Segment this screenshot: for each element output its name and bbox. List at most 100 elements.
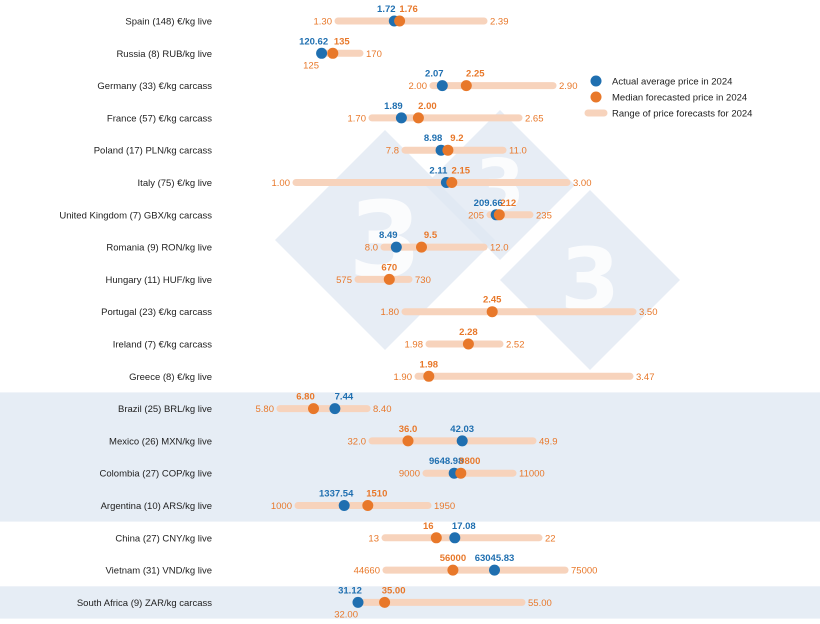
range-min-label: 1.00 (272, 178, 291, 189)
row-label: Romania (9) RON/kg live (106, 243, 212, 254)
median-value-label: 670 (381, 262, 397, 273)
row-label: France (57) €/kg carcass (107, 113, 212, 124)
median-dot (447, 564, 459, 576)
range-max-label: 11.0 (509, 146, 527, 157)
range-max-label: 2.52 (506, 340, 525, 351)
range-max-label: 1950 (434, 501, 455, 512)
range-max-label: 2.65 (525, 113, 544, 124)
row-label: Poland (17) PLN/kg carcass (94, 146, 213, 157)
median-dot (327, 47, 339, 59)
range-max-label: 11000 (519, 469, 545, 480)
actual-value-label: 63045.83 (475, 553, 515, 564)
median-value-label: 1.98 (420, 359, 439, 370)
range-max-label: 170 (366, 49, 382, 60)
median-value-label: 9800 (459, 456, 480, 467)
range-max-label: 22 (545, 533, 556, 544)
chart-row: United Kingdom (7) GBX/kg carcass 205 235 2… (59, 198, 551, 222)
median-dot (442, 144, 454, 156)
chart-row: Ireland (7) €/kg carcass 1.98 2.52 2.28 (113, 327, 525, 351)
range-min-label: 1000 (271, 501, 292, 512)
median-value-label: 56000 (440, 553, 466, 564)
range-min-label: 575 (336, 275, 352, 286)
watermark-diamond (500, 190, 680, 370)
median-value-label: 2.00 (418, 101, 437, 112)
range-min-label: 44660 (354, 566, 380, 577)
range-max-label: 235 (536, 210, 552, 221)
row-label: Italy (75) €/kg live (138, 178, 212, 189)
chart-row: France (57) €/kg carcass 1.70 2.65 1.89 2.00 (107, 101, 544, 125)
legend-range-label: Range of price forecasts for 2024 (612, 109, 752, 120)
row-label: Portugal (23) €/kg carcass (101, 307, 212, 318)
chart-row: Mexico (26) MXN/kg live 32.0 49.9 42.03 36.0 (109, 424, 557, 448)
median-dot (362, 500, 374, 511)
chart-row: Spain (148) €/kg live 1.30 2.39 1.72 1.76 (125, 4, 508, 28)
row-label: Vietnam (31) VND/kg live (106, 566, 212, 577)
range-max-label: 75000 (571, 566, 597, 577)
median-value-label: 2.28 (459, 327, 478, 338)
range-max-label: 49.9 (539, 436, 558, 447)
median-value-label: 6.80 (296, 392, 315, 403)
actual-dot (338, 500, 350, 511)
legend-actual-swatch (590, 75, 602, 87)
actual-value-label: 1.89 (384, 101, 403, 112)
median-value-label: 9.2 (450, 133, 463, 144)
actual-dot (352, 596, 364, 608)
median-value-label: 2.45 (483, 295, 502, 306)
row-label: South Africa (9) ZAR/kg carcass (77, 598, 212, 609)
range-max-label: 3.47 (636, 372, 655, 383)
row-label: Brazil (25) BRL/kg live (118, 404, 212, 415)
actual-dot (456, 435, 468, 447)
chart-row: Argentina (10) ARS/kg live 1000 1950 1337.5… (101, 489, 456, 513)
chart-row: Colombia (27) COP/kg live 9000 11000 9648.9… (100, 456, 545, 480)
median-dot (416, 241, 427, 253)
range-max-label: 8.40 (373, 404, 392, 415)
actual-value-label: 7.44 (335, 392, 354, 403)
row-label: United Kingdom (7) GBX/kg carcass (59, 210, 212, 221)
range-min-label: 9000 (399, 469, 420, 480)
legend-median-label: Median forecasted price in 2024 (612, 93, 747, 104)
range-min-label: 8.0 (365, 243, 378, 254)
actual-dot (316, 47, 328, 59)
range-max-label: 2.90 (559, 81, 578, 92)
range-min-label: 1.90 (394, 372, 413, 383)
chart-row: Vietnam (31) VND/kg live 44660 75000 63045.… (106, 553, 598, 577)
median-dot (460, 80, 472, 92)
chart-row: Brazil (25) BRL/kg live 5.80 8.40 7.44 6.80 (118, 392, 391, 416)
median-value-label: 36.0 (399, 424, 418, 435)
actual-dot (390, 241, 402, 253)
actual-value-label: 8.49 (379, 230, 398, 241)
range-min-label: 13 (368, 533, 379, 544)
range-min-label: 1.30 (314, 17, 333, 28)
range-min-label: 1.70 (348, 113, 367, 124)
watermark-glyph: 3 (560, 231, 620, 331)
actual-value-label: 42.03 (450, 424, 474, 435)
range-min-label: 125 (303, 60, 319, 71)
actual-value-label: 1337.54 (319, 489, 354, 500)
median-value-label: 1510 (366, 489, 387, 500)
median-dot (412, 112, 424, 124)
range-max-label: 730 (415, 275, 431, 286)
chart-row: Germany (33) €/kg carcass 2.00 2.90 2.07 2.2… (97, 69, 577, 93)
median-value-label: 16 (423, 521, 434, 532)
chart-rows: Spain (148) €/kg live 1.30 2.39 1.72 1.76 Rus… (59, 4, 657, 620)
row-label: China (27) CNY/kg live (115, 533, 212, 544)
actual-dot (395, 112, 407, 124)
actual-dot (329, 403, 341, 415)
actual-value-label: 120.62 (299, 36, 328, 47)
row-label: Argentina (10) ARS/kg live (101, 501, 212, 512)
actual-dot (449, 532, 461, 544)
median-dot (379, 596, 391, 608)
range-max-label: 55.00 (528, 598, 552, 609)
median-dot (430, 532, 442, 544)
range-max-label: 3.50 (639, 307, 658, 318)
chart-row: China (27) CNY/kg live 13 22 17.08 16 (115, 521, 555, 545)
row-label: Spain (148) €/kg live (125, 17, 212, 28)
row-label: Mexico (26) MXN/kg live (109, 436, 212, 447)
legend-actual-label: Actual average price in 2024 (612, 77, 732, 88)
range-max-label: 2.39 (490, 17, 509, 28)
median-dot (462, 338, 474, 350)
chart-row: Hungary (11) HUF/kg live 575 730 670 (106, 262, 431, 286)
chart-legend: Actual average price in 2024 Median forec… (584, 75, 752, 120)
actual-dot (436, 80, 448, 92)
